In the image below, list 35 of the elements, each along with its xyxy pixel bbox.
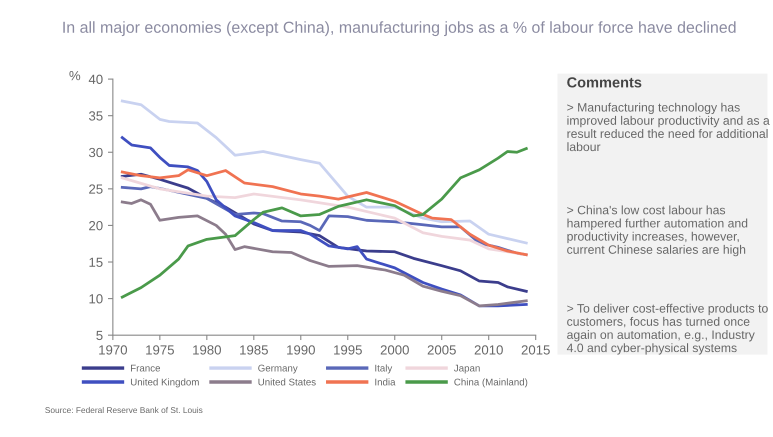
legend-label: India xyxy=(375,378,396,386)
legend-label: United States xyxy=(258,378,316,386)
legend-label: China (Mainland) xyxy=(454,378,528,388)
x-tick-label: 2015 xyxy=(522,345,550,355)
x-tick-label: 1990 xyxy=(287,345,315,355)
y-tick-label: 15 xyxy=(89,258,103,267)
text: > Manufacturing technology has improved labour productivity and as a result reduced the need for additional labour xyxy=(567,102,770,152)
y-tick-label: 30 xyxy=(88,148,103,158)
legend-label: United Kingdom xyxy=(130,378,199,388)
line-series xyxy=(120,100,528,244)
legend-label: France xyxy=(131,364,160,372)
y-tick-label: 20 xyxy=(89,220,103,230)
text: > To deliver cost-effective products to customers, focus has turned once again on automation, e.g., Industry 4.0 and cyber-physical systems xyxy=(566,304,768,355)
source-note: Source: Federal Reserve Bank of St. Louis xyxy=(45,406,202,414)
chart-title: In all major economies (except China), manufacturing jobs as a % of labour force have declined xyxy=(63,21,736,36)
text: Comments xyxy=(567,77,642,88)
x-tick-label: 2000 xyxy=(380,345,409,355)
legend-label: Germany xyxy=(258,364,298,374)
y-tick-label: 10 xyxy=(89,294,103,304)
y-tick-label: 5 xyxy=(96,330,103,340)
x-tick-label: 1995 xyxy=(334,345,362,355)
legend-label: Japan xyxy=(454,364,480,374)
x-tick-label: 2010 xyxy=(474,345,503,355)
x-tick-label: 1975 xyxy=(146,345,174,355)
y-axis-title: % xyxy=(69,71,80,80)
x-tick-label: 2005 xyxy=(428,345,456,355)
y-tick-label: 25 xyxy=(89,184,103,194)
y-tick-label: 40 xyxy=(88,74,103,84)
x-tick-label: 1985 xyxy=(240,345,268,355)
text: > China's low cost labour has hampered further automation and productivity increases, however, current Chinese salaries are high xyxy=(567,205,748,256)
line-series xyxy=(120,198,528,308)
y-tick-label: 35 xyxy=(88,111,103,121)
x-tick-label: 1970 xyxy=(99,345,128,355)
x-tick-label: 1980 xyxy=(193,345,221,355)
legend-label: Italy xyxy=(375,364,392,374)
